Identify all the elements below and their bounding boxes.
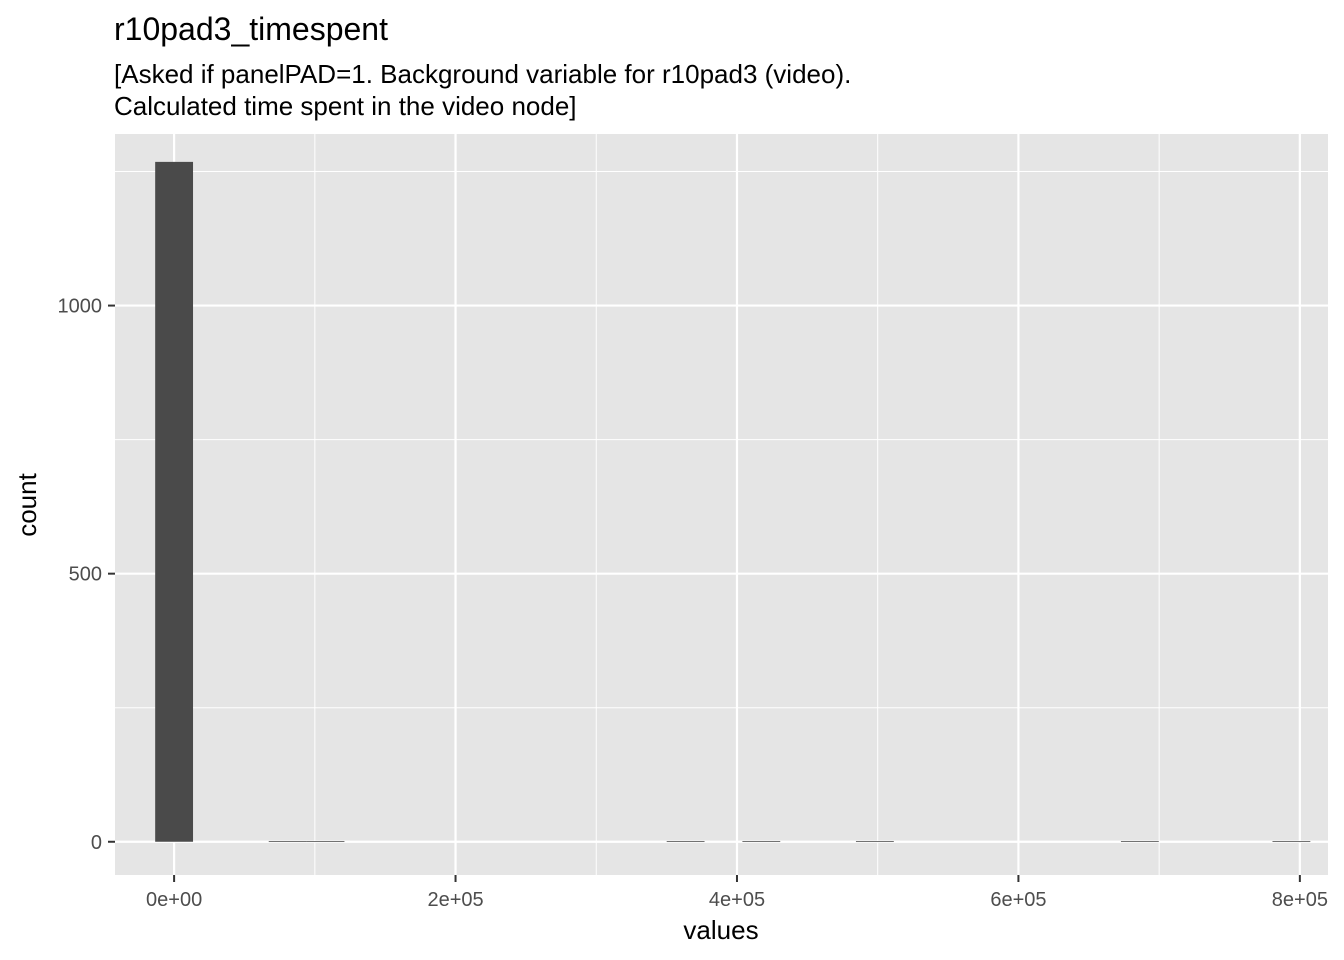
histogram-bar <box>306 841 345 843</box>
chart-subtitle-line-1: [Asked if panelPAD=1. Background variabl… <box>114 59 851 89</box>
histogram-bar <box>1272 841 1311 843</box>
minor-gridlines <box>115 134 1328 875</box>
x-tick-label: 8e+05 <box>1272 889 1328 911</box>
chart-subtitle-line-2: Calculated time spent in the video node] <box>114 91 577 121</box>
x-axis: 0e+00 2e+05 4e+05 6e+05 8e+05 <box>146 875 1328 911</box>
histogram-bar <box>855 841 894 843</box>
y-axis-title: count <box>12 472 42 536</box>
histogram-bar <box>1120 841 1159 843</box>
histogram-bar <box>666 841 705 843</box>
y-tick-label: 1000 <box>58 296 103 318</box>
x-tick-label: 0e+00 <box>146 889 202 911</box>
x-axis-title: values <box>683 915 758 945</box>
histogram-bar <box>268 841 307 843</box>
histogram-bar <box>155 161 194 842</box>
y-tick-label: 0 <box>91 832 102 854</box>
y-tick-label: 500 <box>69 564 102 586</box>
x-tick-label: 4e+05 <box>709 889 765 911</box>
histogram-bar <box>742 841 781 843</box>
x-tick-label: 6e+05 <box>990 889 1046 911</box>
x-tick-label: 2e+05 <box>427 889 483 911</box>
y-axis: 0 500 1000 <box>58 296 115 854</box>
plot-panel <box>115 134 1328 875</box>
chart-title: r10pad3_timespent <box>114 11 388 47</box>
histogram-bars <box>155 161 1311 843</box>
